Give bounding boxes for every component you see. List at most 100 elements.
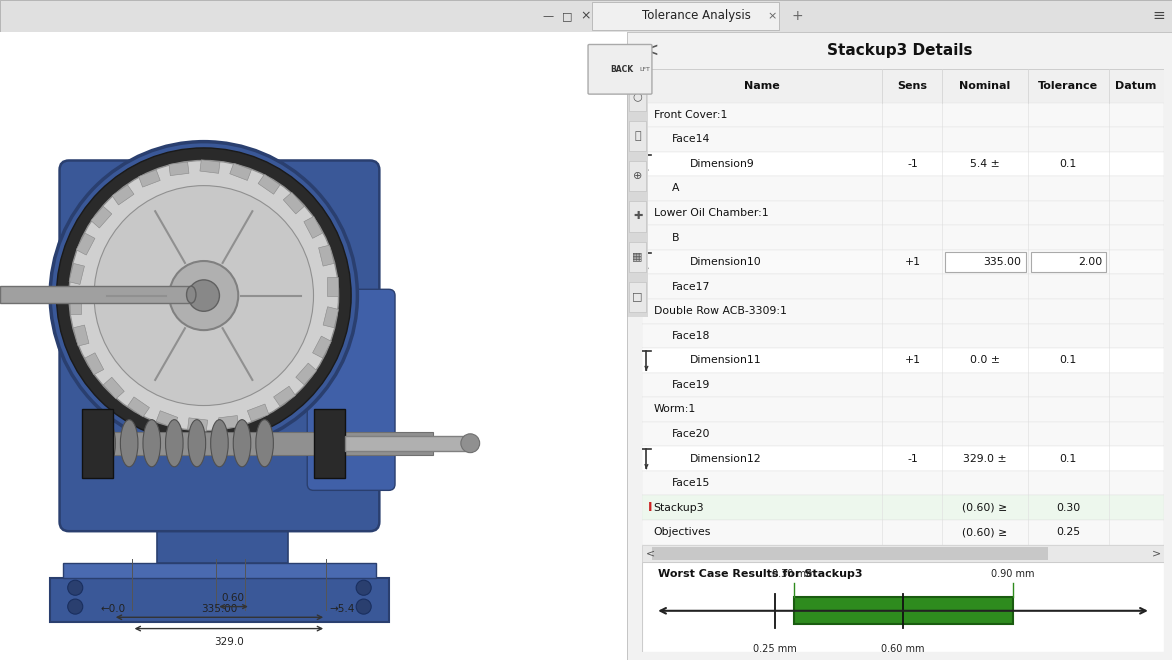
Bar [642,152,1164,176]
Bar [642,69,1164,102]
Polygon shape [63,562,376,578]
Polygon shape [327,277,338,296]
Polygon shape [247,404,268,421]
Text: 0.1: 0.1 [1059,355,1077,366]
Text: ✚: ✚ [633,211,642,222]
Text: Double Row ACB-3309:1: Double Row ACB-3309:1 [654,306,786,316]
Text: ✋: ✋ [634,131,641,141]
Circle shape [94,185,314,405]
Text: Face18: Face18 [672,331,710,341]
Polygon shape [113,185,134,205]
Bar [0,286,191,303]
Bar [793,597,1013,624]
Bar [82,409,113,478]
Text: ○: ○ [633,91,642,101]
Text: ×: × [768,11,777,21]
Circle shape [68,580,83,595]
Text: A: A [672,183,680,193]
Text: 0.60: 0.60 [222,593,245,603]
Bar [642,201,1164,225]
Text: 0.90 mm: 0.90 mm [990,570,1035,579]
Bar [642,250,1164,275]
Polygon shape [156,411,178,428]
Text: <: < [646,548,655,558]
Polygon shape [319,245,334,266]
Bar [642,225,1164,250]
Text: Name: Name [744,81,781,91]
Text: □: □ [563,11,572,21]
Polygon shape [284,192,305,214]
Text: Tolerance: Tolerance [1038,81,1098,91]
Polygon shape [273,386,295,407]
Bar [642,299,1164,323]
Text: Tolerance Analysis: Tolerance Analysis [642,9,751,22]
Text: -1: -1 [907,159,918,169]
Ellipse shape [188,420,205,467]
Text: ←0.0: ←0.0 [101,604,125,614]
Polygon shape [50,578,389,622]
Bar [652,547,1048,560]
Bar [642,373,1164,397]
Circle shape [69,160,339,431]
Ellipse shape [97,420,115,467]
Text: 0.1: 0.1 [1059,159,1077,169]
Circle shape [461,434,479,453]
Text: Datum: Datum [1116,81,1157,91]
Polygon shape [128,397,150,417]
Polygon shape [188,418,207,432]
Bar [628,282,647,312]
Bar [642,323,1164,348]
Bar [642,422,1164,446]
Polygon shape [323,307,339,328]
Text: Dimension11: Dimension11 [690,355,762,366]
Ellipse shape [121,420,138,467]
Text: Face14: Face14 [672,135,710,145]
Text: B: B [672,232,680,243]
Text: Face20: Face20 [672,429,710,439]
Bar [592,1,779,30]
Circle shape [169,261,238,330]
Text: 0.25 mm: 0.25 mm [754,644,797,654]
Polygon shape [230,163,251,180]
Bar [642,127,1164,152]
Text: →5.4: →5.4 [329,604,355,614]
Bar [642,446,1164,471]
Text: ≡: ≡ [1152,9,1165,23]
Bar [628,81,647,111]
Text: 0.25: 0.25 [1056,527,1081,537]
Circle shape [50,142,357,449]
Bar [345,436,470,451]
Ellipse shape [233,420,251,467]
Text: Face17: Face17 [672,282,710,292]
Bar [628,121,647,151]
Text: >: > [1151,548,1160,558]
Bar [314,409,345,478]
Text: □: □ [633,292,642,302]
Bar [642,471,1164,496]
Polygon shape [69,296,81,314]
Text: <: < [643,41,660,59]
Text: +: + [791,9,803,23]
Text: BACK: BACK [611,65,634,74]
Polygon shape [103,378,124,399]
Text: —: — [543,11,554,21]
Text: Objectives: Objectives [654,527,711,537]
Text: Dimension10: Dimension10 [690,257,762,267]
Text: (0.60) ≥: (0.60) ≥ [962,527,1008,537]
Polygon shape [258,174,280,194]
Text: LFT: LFT [639,67,650,72]
Circle shape [56,148,352,444]
FancyBboxPatch shape [588,44,652,94]
Text: Lower Oil Chamber:1: Lower Oil Chamber:1 [654,208,769,218]
Text: 5.4 ±: 5.4 ± [970,159,1000,169]
Text: Dimension12: Dimension12 [690,453,762,463]
Bar [628,161,647,191]
Bar [88,432,432,455]
Text: 335.00: 335.00 [202,604,238,614]
Polygon shape [138,170,161,187]
Text: Sens: Sens [898,81,927,91]
Text: (0.60) ≥: (0.60) ≥ [962,503,1008,513]
Text: Dimension9: Dimension9 [690,159,755,169]
Text: ▦: ▦ [633,251,642,261]
Bar [642,176,1164,201]
